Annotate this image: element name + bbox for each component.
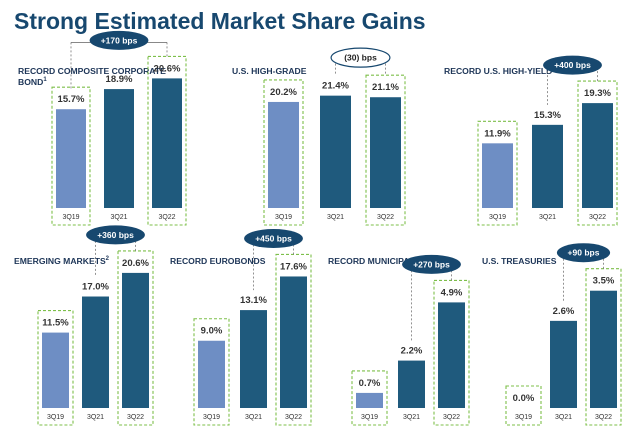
- category-label: 3Q22: [285, 414, 302, 421]
- panel-title-line: U.S. TREASURIES: [482, 256, 557, 266]
- category-label: 3Q22: [595, 414, 612, 421]
- bar: [438, 302, 465, 408]
- bar: [370, 97, 401, 208]
- bar: [482, 143, 513, 208]
- category-label: 3Q21: [327, 214, 344, 221]
- bar: [42, 332, 69, 408]
- panel-title-line: RECORD U.S. HIGH-YIELD: [444, 66, 552, 76]
- value-label: 19.3%: [584, 88, 611, 99]
- panel-title-line: BOND1: [18, 77, 47, 87]
- category-label: 3Q19: [62, 214, 79, 221]
- value-label: 2.6%: [553, 306, 575, 317]
- bar: [82, 296, 109, 408]
- value-label: 4.9%: [441, 287, 463, 298]
- change-label: +170 bps: [101, 35, 138, 45]
- highlight-box: [263, 79, 304, 226]
- highlight-box: [365, 74, 406, 226]
- highlight-box: [577, 80, 618, 226]
- highlight-box: [51, 86, 91, 226]
- highlight-box: [351, 370, 388, 426]
- value-label: 11.5%: [42, 318, 69, 329]
- bar: [280, 276, 307, 408]
- value-label: 2.2%: [401, 346, 423, 357]
- value-label: 18.9%: [106, 74, 133, 85]
- bar: [550, 320, 577, 408]
- bar: [268, 101, 299, 208]
- change-badge: [244, 228, 303, 248]
- value-label: 21.1%: [372, 82, 399, 93]
- value-label: 9.0%: [201, 326, 223, 337]
- category-label: 3Q19: [203, 414, 220, 421]
- value-label: 20.2%: [270, 87, 297, 98]
- highlight-box: [37, 310, 74, 426]
- bar: [104, 89, 134, 208]
- category-label: 3Q21: [87, 414, 104, 421]
- value-label: 17.0%: [82, 282, 109, 293]
- bar: [198, 340, 225, 408]
- bar: [320, 95, 351, 208]
- category-label: 3Q22: [443, 414, 460, 421]
- value-label: 20.6%: [122, 258, 149, 269]
- change-label: +360 bps: [97, 230, 134, 240]
- bar: [582, 103, 613, 208]
- category-label: 3Q21: [555, 414, 572, 421]
- panel-title-superscript: 1: [43, 77, 47, 83]
- category-label: 3Q19: [47, 414, 64, 421]
- change-badge: [86, 225, 145, 245]
- bar: [590, 290, 617, 408]
- change-badge: [543, 55, 602, 75]
- value-label: 20.6%: [154, 63, 181, 74]
- value-label: 15.7%: [58, 94, 85, 105]
- value-label: 0.0%: [513, 393, 535, 404]
- category-label: 3Q22: [158, 214, 175, 221]
- change-label: +450 bps: [255, 233, 292, 243]
- category-label: 3Q19: [361, 414, 378, 421]
- value-label: 3.5%: [593, 276, 615, 287]
- change-label: (30) bps: [344, 53, 377, 63]
- change-badge: [556, 243, 611, 263]
- value-label: 21.4%: [322, 81, 349, 92]
- highlight-box: [193, 318, 230, 426]
- bar: [56, 109, 86, 208]
- category-label: 3Q22: [589, 214, 606, 221]
- bar: [356, 392, 383, 408]
- panel-title-superscript: 2: [106, 256, 110, 262]
- bar: [122, 272, 149, 408]
- category-label: 3Q19: [515, 414, 532, 421]
- highlight-box: [147, 55, 187, 226]
- bar: [532, 124, 563, 208]
- change-badge: [402, 254, 461, 274]
- category-label: 3Q22: [377, 214, 394, 221]
- change-badge: [330, 47, 391, 68]
- bar: [152, 78, 182, 209]
- category-label: 3Q22: [127, 414, 144, 421]
- value-label: 17.6%: [280, 261, 307, 272]
- page-title: Strong Estimated Market Share Gains: [14, 8, 426, 34]
- bar: [398, 360, 425, 408]
- panel-title-line: U.S. HIGH-GRADE: [232, 66, 307, 76]
- category-label: 3Q19: [275, 214, 292, 221]
- category-label: 3Q21: [539, 214, 556, 221]
- bar: [240, 310, 267, 408]
- highlight-box: [505, 385, 542, 426]
- change-label: +400 bps: [554, 60, 591, 70]
- category-label: 3Q21: [403, 414, 420, 421]
- panel-title-line: RECORD COMPOSITE CORPORATE: [18, 66, 166, 76]
- panel-title-line: RECORD MUNICIPAL BONDS: [328, 256, 448, 266]
- value-label: 11.9%: [484, 128, 511, 139]
- panel-title-line: EMERGING MARKETS2: [14, 256, 110, 266]
- change-label: +270 bps: [413, 259, 450, 269]
- category-label: 3Q21: [110, 214, 127, 221]
- highlight-box: [477, 120, 518, 226]
- change-badge: [89, 30, 149, 50]
- category-label: 3Q19: [489, 214, 506, 221]
- value-label: 15.3%: [534, 110, 561, 121]
- value-label: 0.7%: [359, 378, 381, 389]
- value-label: 13.1%: [240, 295, 267, 306]
- panel-title-line: RECORD EUROBONDS: [170, 256, 266, 266]
- category-label: 3Q21: [245, 414, 262, 421]
- change-label: +90 bps: [568, 248, 600, 258]
